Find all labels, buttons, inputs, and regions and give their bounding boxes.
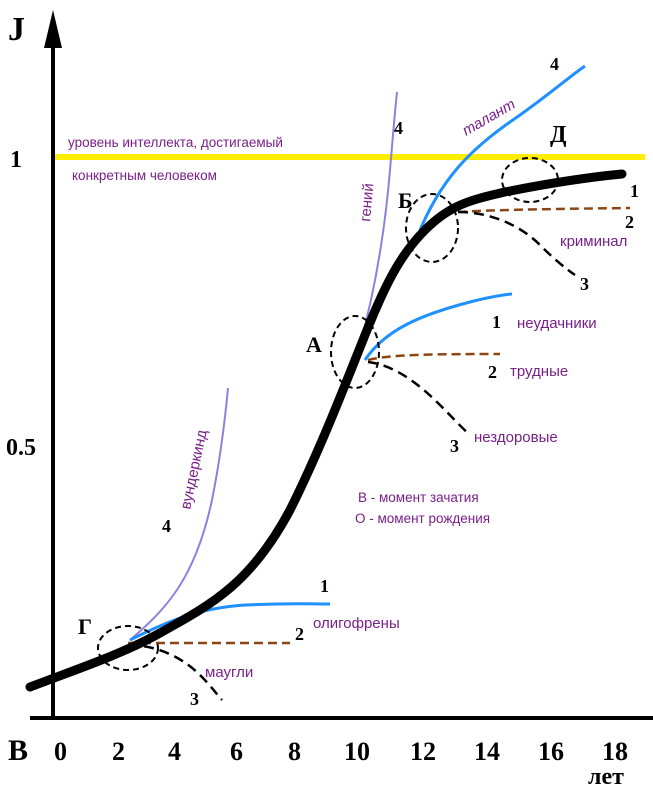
intellect-level-line: уровень интеллекта, достигаемый конкретн… bbox=[55, 135, 645, 183]
num-2-trudnye: 2 bbox=[488, 362, 497, 382]
legend-line2: О - момент рождения bbox=[355, 511, 490, 526]
num-3-maugli: 3 bbox=[190, 689, 199, 709]
talent-curve bbox=[416, 64, 586, 236]
num-1-oligophrens: 1 bbox=[320, 576, 329, 596]
branch-3-curves bbox=[127, 210, 576, 701]
x-tick-18: 18 bbox=[602, 737, 628, 766]
point-a-circle bbox=[330, 315, 380, 389]
nezdorovye-label: нездоровые bbox=[474, 429, 558, 446]
num-3-kriminal: 3 bbox=[580, 274, 589, 294]
x-tick-0: 0 bbox=[54, 737, 67, 766]
x-tick-8: 8 bbox=[288, 737, 301, 766]
oligophrens-label: олигофрены bbox=[313, 615, 400, 632]
y-axis-arrow-icon bbox=[44, 10, 62, 48]
maugli-branch-3 bbox=[127, 643, 223, 701]
x-tick-10: 10 bbox=[344, 737, 370, 766]
kriminal-label: криминал bbox=[560, 233, 627, 250]
point-g-label: Г bbox=[78, 614, 92, 639]
num-2-kriminal: 2 bbox=[625, 212, 634, 232]
num-3-nezdorovye: 3 bbox=[450, 436, 459, 456]
vunderkind-label: вундеркинд bbox=[177, 428, 210, 511]
vunderkind-curve bbox=[129, 387, 229, 641]
num-2-oligophrens: 2 bbox=[295, 624, 304, 644]
point-b-label: Б bbox=[398, 188, 413, 213]
point-labels: Г А Б Д bbox=[78, 122, 567, 639]
axes: J 1 0.5 В 0 2 4 6 8 10 12 14 16 18 лет bbox=[6, 10, 653, 789]
num-4-talent: 4 bbox=[550, 54, 559, 74]
num-1-neudachniki: 1 bbox=[492, 312, 501, 332]
talent-label: талант bbox=[460, 96, 519, 140]
main-development-curve bbox=[25, 169, 627, 692]
point-d-circle bbox=[501, 157, 559, 203]
kriminal-branch-2 bbox=[457, 206, 631, 214]
point-b-circle bbox=[405, 193, 459, 263]
legend: В - момент зачатия О - момент рождения bbox=[355, 490, 490, 526]
point-d-label: Д bbox=[550, 122, 567, 148]
kriminal-branch-3 bbox=[457, 210, 576, 277]
y-axis-title: J bbox=[8, 11, 25, 48]
x-tick-12: 12 bbox=[410, 737, 436, 766]
x-tick-2: 2 bbox=[112, 737, 125, 766]
num-4-vunderkind: 4 bbox=[162, 516, 171, 536]
nezdorovye-branch-3 bbox=[367, 360, 469, 434]
branch-1-curves bbox=[129, 64, 586, 642]
legend-line1: В - момент зачатия bbox=[358, 490, 479, 505]
x-tick-14: 14 bbox=[474, 737, 500, 766]
branch-numbers: 4 1 2 3 4 4 1 2 3 1 2 3 bbox=[162, 54, 639, 709]
branch-2-curves bbox=[128, 206, 631, 645]
x-axis-unit: лет bbox=[588, 764, 624, 789]
x-tick-16: 16 bbox=[538, 737, 564, 766]
oligophrens-curve bbox=[129, 602, 331, 642]
point-g-circle bbox=[97, 625, 159, 671]
trudnye-label: трудные bbox=[510, 363, 568, 380]
key-point-circles bbox=[97, 157, 559, 671]
level-label-line1: уровень интеллекта, достигаемый bbox=[68, 135, 283, 150]
num-4-genius: 4 bbox=[394, 118, 403, 138]
x-tick-4: 4 bbox=[168, 737, 181, 766]
point-a-label: А bbox=[306, 332, 322, 357]
genius-label: гений bbox=[357, 182, 377, 222]
maugli-label: маугли bbox=[205, 664, 253, 681]
y-tick-1: 1 bbox=[10, 147, 22, 173]
neudachniki-curve bbox=[363, 292, 513, 361]
x-tick-6: 6 bbox=[230, 737, 243, 766]
neudachniki-label: неудачники bbox=[517, 315, 597, 332]
branch-4-curves bbox=[129, 91, 398, 641]
trudnye-branch-2 bbox=[367, 352, 501, 362]
y-tick-0.5: 0.5 bbox=[6, 435, 36, 461]
origin-label: В bbox=[8, 734, 28, 767]
level-label-line2: конкретным человеком bbox=[72, 168, 217, 183]
genius-curve bbox=[359, 91, 398, 346]
num-1-d: 1 bbox=[630, 181, 639, 201]
